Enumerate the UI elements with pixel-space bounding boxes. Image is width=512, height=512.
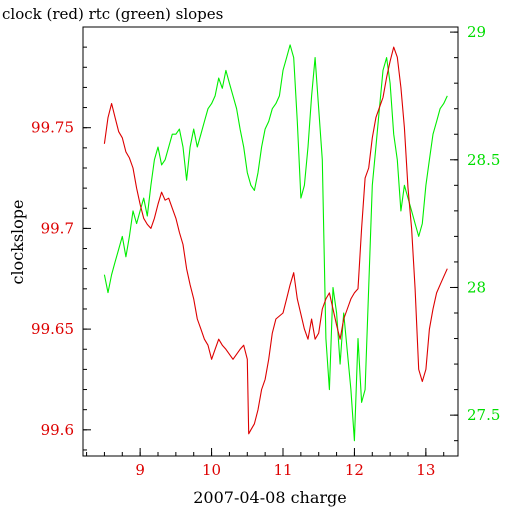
- x-axis-ticks: 9 10 11 12 13: [135, 448, 435, 479]
- y-right-tick-label: 28: [467, 278, 486, 296]
- x-axis-label: 2007-04-08 charge: [193, 488, 347, 507]
- y-right-tick-label: 28.5: [467, 151, 500, 169]
- series-layer: [103, 44, 448, 442]
- y-left-axis-ticks: 99.6 99.65 99.7 99.75: [31, 119, 91, 439]
- x-tick-label: 11: [273, 461, 292, 479]
- x-tick-label: 9: [135, 461, 145, 479]
- y-left-tick-label: 99.65: [31, 320, 74, 338]
- y-left-tick-label: 99.6: [41, 421, 74, 439]
- y-right-tick-label: 27.5: [467, 406, 500, 424]
- y-right-tick-label: 29: [467, 23, 486, 41]
- x-tick-label: 13: [416, 461, 435, 479]
- y-axis-label: clockslope: [8, 199, 27, 284]
- clock-slope-series-line: [103, 46, 448, 435]
- plot-frame: [82, 26, 459, 457]
- y-right-axis-ticks: 27.5 28 28.5 29: [450, 23, 500, 424]
- rtc-slope-series-line: [103, 44, 448, 442]
- y-left-tick-label: 99.75: [31, 119, 74, 137]
- x-tick-label: 12: [345, 461, 364, 479]
- x-tick-label: 10: [202, 461, 221, 479]
- chart-title: clock (red) rtc (green) slopes: [2, 5, 223, 23]
- y-left-tick-label: 99.7: [41, 219, 74, 237]
